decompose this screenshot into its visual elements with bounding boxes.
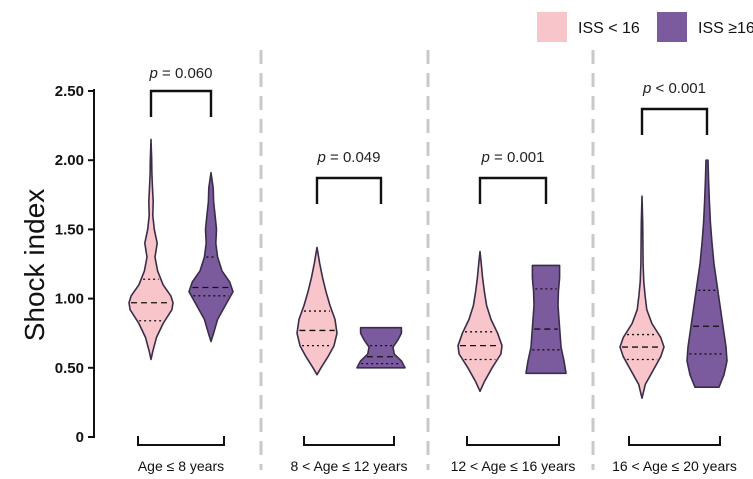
p-symbol: p bbox=[317, 149, 326, 166]
violin-iss-lt16 bbox=[619, 195, 665, 399]
group-bracket bbox=[137, 436, 225, 446]
p-value-label: p = 0.060 bbox=[149, 65, 213, 82]
p-value-text: = 0.001 bbox=[490, 149, 545, 166]
p-value-text: = 0.060 bbox=[158, 65, 213, 82]
legend-swatch bbox=[537, 12, 567, 42]
group-bracket bbox=[303, 436, 395, 446]
legend: ISS < 16 ISS ≥16 bbox=[537, 12, 753, 42]
group-labels: Age ≤ 8 years 8 < Age ≤ 12 years 12 < Age … bbox=[137, 436, 737, 474]
p-value-label: p = 0.049 bbox=[317, 149, 381, 166]
violins bbox=[128, 138, 728, 399]
p-value-label: p < 0.001 bbox=[642, 80, 706, 97]
group-label: 16 < Age ≤ 20 years bbox=[612, 458, 737, 474]
y-tick-label: 0 bbox=[76, 429, 84, 446]
p-symbol: p bbox=[149, 65, 158, 82]
y-tick-label: 0.50 bbox=[55, 360, 84, 377]
violin-iss-ge16 bbox=[188, 171, 234, 343]
p-value-text: < 0.001 bbox=[651, 80, 706, 97]
group-bracket bbox=[628, 436, 721, 446]
violin-iss-lt16 bbox=[457, 250, 503, 393]
significance-bracket bbox=[315, 176, 383, 204]
legend-label: ISS ≥16 bbox=[698, 20, 753, 37]
y-tick-label: 2.00 bbox=[55, 152, 84, 169]
p-symbol: p bbox=[642, 80, 651, 97]
y-axis-label: Shock index bbox=[19, 189, 50, 342]
violin-iss-lt16 bbox=[128, 138, 174, 361]
significance-bracket bbox=[149, 89, 213, 117]
group-dividers bbox=[259, 50, 595, 470]
group-label: 12 < Age ≤ 16 years bbox=[451, 458, 576, 474]
p-value-text: = 0.049 bbox=[326, 149, 381, 166]
legend-swatch bbox=[657, 12, 687, 42]
p-symbol: p bbox=[481, 149, 490, 166]
legend-label: ISS < 16 bbox=[578, 20, 640, 37]
y-tick-label: 1.00 bbox=[55, 291, 84, 308]
significance-bracket bbox=[478, 176, 548, 204]
y-axis: 0 0.50 1.00 1.50 2.00 2.50 bbox=[55, 83, 95, 446]
violin-iss-lt16 bbox=[296, 246, 338, 376]
violin-iss-ge16 bbox=[356, 326, 406, 369]
y-tick-label: 1.50 bbox=[55, 221, 84, 238]
violin-iss-ge16 bbox=[525, 264, 567, 375]
p-value-label: p = 0.001 bbox=[481, 149, 545, 166]
group-bracket bbox=[466, 436, 560, 446]
group-label: Age ≤ 8 years bbox=[138, 458, 224, 474]
y-tick-label: 2.50 bbox=[55, 83, 84, 100]
group-label: 8 < Age ≤ 12 years bbox=[290, 458, 407, 474]
significance-bracket bbox=[640, 107, 709, 135]
violin-iss-ge16 bbox=[686, 159, 728, 388]
